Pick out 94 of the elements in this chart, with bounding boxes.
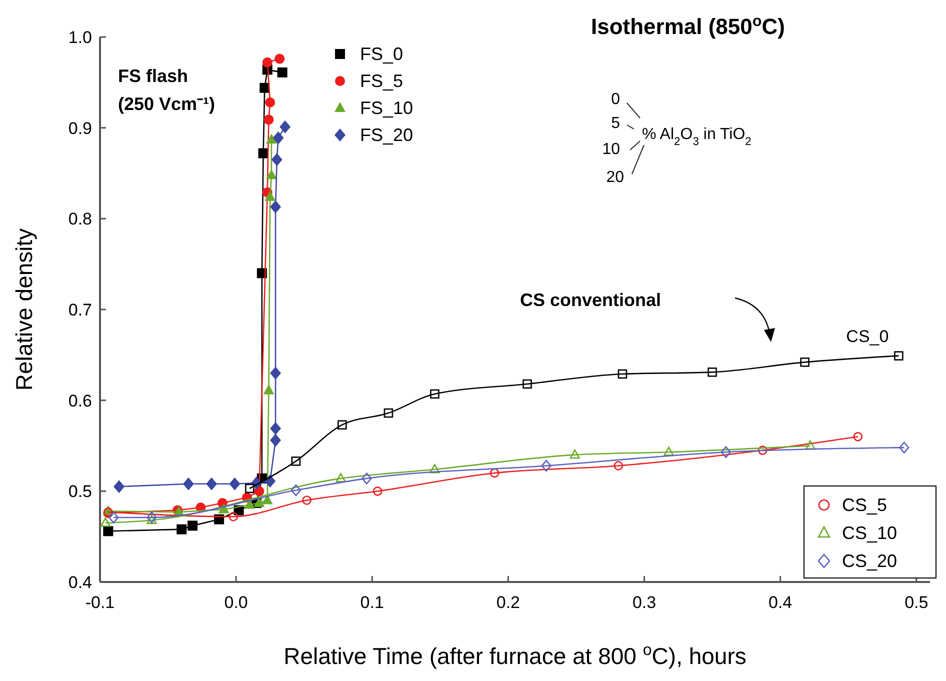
point — [266, 134, 277, 144]
y-tick-label: 0.9 — [68, 118, 92, 138]
y-tick-label: 0.5 — [68, 482, 92, 502]
legend-label: FS_5 — [360, 71, 404, 91]
point — [262, 57, 272, 68]
annotation: FS flash — [118, 66, 188, 86]
point — [274, 54, 285, 64]
point — [262, 494, 273, 504]
point — [270, 366, 282, 380]
point — [899, 442, 910, 454]
point — [228, 512, 238, 522]
point — [720, 446, 731, 458]
point — [266, 169, 277, 180]
point — [430, 464, 440, 474]
x-tick-label: -0.1 — [85, 593, 115, 612]
point — [263, 384, 274, 394]
annotation: 10 — [602, 141, 620, 158]
point — [708, 368, 717, 377]
point — [254, 496, 265, 507]
annotation: (250 Vcm⁻¹) — [118, 94, 216, 114]
point — [103, 526, 114, 536]
point — [800, 358, 810, 367]
point — [244, 498, 256, 509]
point — [302, 496, 312, 505]
legend-label: FS_10 — [360, 98, 414, 118]
point — [214, 514, 224, 524]
point — [618, 369, 628, 379]
point — [271, 153, 282, 166]
point — [336, 473, 346, 482]
point — [362, 472, 372, 484]
point — [614, 461, 624, 470]
point — [188, 520, 198, 531]
point — [114, 480, 125, 494]
point — [218, 503, 230, 514]
x-tick-label: 0.0 — [224, 593, 248, 612]
x-tick-label: 0.3 — [632, 593, 656, 612]
x-tick-label: 0.5 — [904, 593, 928, 612]
y-tick-label: 0.4 — [68, 573, 92, 592]
point — [254, 486, 264, 496]
annotation: 20 — [606, 169, 624, 186]
y-tick-label: 0.6 — [68, 391, 92, 410]
point — [664, 446, 674, 456]
point — [853, 432, 863, 442]
point — [176, 524, 187, 534]
annotation: 5 — [611, 115, 620, 132]
point — [372, 486, 382, 496]
point — [264, 114, 274, 125]
point — [290, 484, 301, 496]
annotation: 0 — [611, 91, 620, 108]
point — [384, 408, 394, 418]
point — [490, 468, 500, 478]
point — [182, 477, 194, 490]
x-tick-label: 0.1 — [360, 593, 384, 612]
legend-label: CS_20 — [842, 551, 898, 571]
point — [270, 422, 282, 435]
point — [758, 446, 768, 455]
point — [894, 351, 904, 360]
chart-title: Isothermal (850$^{o}$C) — [590, 12, 786, 39]
point — [805, 440, 816, 450]
y-tick-label: 0.7 — [68, 300, 92, 320]
legend-label: FS_0 — [360, 44, 404, 64]
y-tick-label: 0.8 — [68, 210, 92, 229]
point — [291, 456, 301, 466]
legend-label: CS_5 — [842, 495, 888, 515]
point — [100, 518, 110, 527]
point — [522, 379, 532, 389]
x-tick-label: 0.4 — [768, 593, 792, 612]
y-axis-title: Relative density — [11, 228, 37, 391]
point — [430, 389, 440, 399]
series-label: CS_0 — [846, 326, 889, 346]
point — [146, 514, 157, 524]
point — [280, 120, 291, 134]
point — [541, 460, 552, 472]
point — [338, 420, 347, 430]
point — [264, 190, 276, 201]
point — [272, 131, 284, 144]
point — [245, 484, 254, 494]
point — [229, 477, 240, 490]
point — [270, 434, 282, 447]
point — [206, 477, 218, 490]
legend-label: CS_10 — [842, 523, 898, 543]
y-tick-label: 1.0 — [68, 28, 92, 47]
point — [146, 512, 157, 524]
point — [258, 148, 268, 158]
x-tick-label: 0.2 — [496, 593, 520, 612]
point — [108, 512, 119, 524]
point — [270, 200, 282, 214]
annotation: % Al$_{2}$O$_{3}$ in TiO$_{2}$ — [642, 126, 752, 148]
legend-label: FS_20 — [360, 125, 414, 145]
point — [277, 67, 288, 78]
x-axis-title: Relative Time (after furnace at 800 $^{o}$C), hours — [284, 641, 746, 669]
point — [265, 97, 276, 108]
annotation: CS conventional — [520, 290, 662, 310]
point — [570, 449, 580, 459]
